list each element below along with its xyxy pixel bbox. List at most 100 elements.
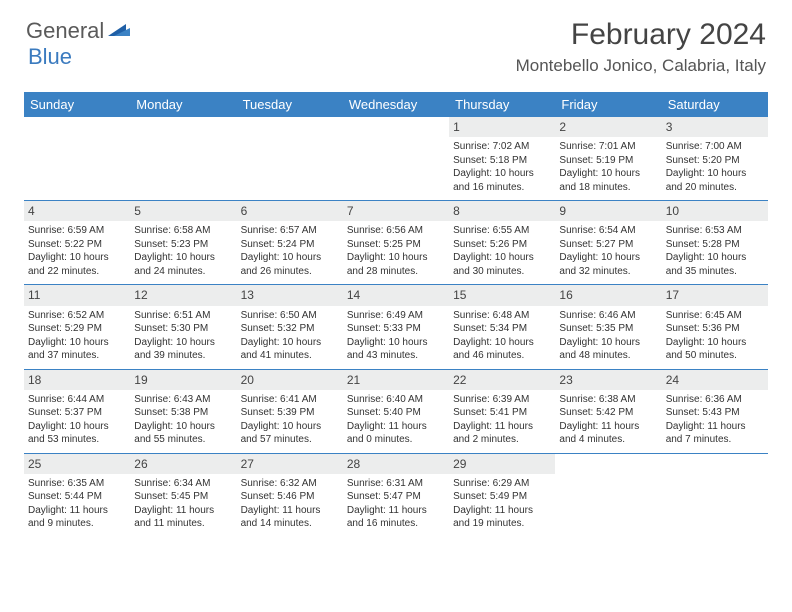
daylight-text: and 7 minutes. xyxy=(666,433,764,447)
calendar-cell-day-9: 9Sunrise: 6:54 AMSunset: 5:27 PMDaylight… xyxy=(555,201,661,284)
daylight-text: and 53 minutes. xyxy=(28,433,126,447)
sunrise-text: Sunrise: 7:00 AM xyxy=(666,140,764,154)
sunrise-text: Sunrise: 6:59 AM xyxy=(28,224,126,238)
daylight-text: and 57 minutes. xyxy=(241,433,339,447)
sunset-text: Sunset: 5:30 PM xyxy=(134,322,232,336)
calendar-cell-day-18: 18Sunrise: 6:44 AMSunset: 5:37 PMDayligh… xyxy=(24,370,130,453)
daylight-text: Daylight: 11 hours xyxy=(134,504,232,518)
sunset-text: Sunset: 5:19 PM xyxy=(559,154,657,168)
calendar-cell-day-28: 28Sunrise: 6:31 AMSunset: 5:47 PMDayligh… xyxy=(343,454,449,537)
calendar-cell-day-8: 8Sunrise: 6:55 AMSunset: 5:26 PMDaylight… xyxy=(449,201,555,284)
daylight-text: Daylight: 10 hours xyxy=(559,167,657,181)
sunset-text: Sunset: 5:35 PM xyxy=(559,322,657,336)
calendar: SundayMondayTuesdayWednesdayThursdayFrid… xyxy=(24,92,768,537)
daylight-text: and 2 minutes. xyxy=(453,433,551,447)
calendar-cell-day-21: 21Sunrise: 6:40 AMSunset: 5:40 PMDayligh… xyxy=(343,370,449,453)
sunset-text: Sunset: 5:41 PM xyxy=(453,406,551,420)
sunrise-text: Sunrise: 6:35 AM xyxy=(28,477,126,491)
calendar-cell-day-13: 13Sunrise: 6:50 AMSunset: 5:32 PMDayligh… xyxy=(237,285,343,368)
calendar-cell-day-4: 4Sunrise: 6:59 AMSunset: 5:22 PMDaylight… xyxy=(24,201,130,284)
daylight-text: Daylight: 11 hours xyxy=(28,504,126,518)
daylight-text: Daylight: 10 hours xyxy=(241,251,339,265)
calendar-row: 11Sunrise: 6:52 AMSunset: 5:29 PMDayligh… xyxy=(24,284,768,368)
daylight-text: and 22 minutes. xyxy=(28,265,126,279)
daylight-text: and 55 minutes. xyxy=(134,433,232,447)
daylight-text: Daylight: 10 hours xyxy=(28,336,126,350)
daylight-text: Daylight: 11 hours xyxy=(347,504,445,518)
daylight-text: Daylight: 10 hours xyxy=(666,167,764,181)
calendar-row: 25Sunrise: 6:35 AMSunset: 5:44 PMDayligh… xyxy=(24,453,768,537)
daylight-text: and 46 minutes. xyxy=(453,349,551,363)
daylight-text: Daylight: 10 hours xyxy=(453,251,551,265)
daylight-text: and 18 minutes. xyxy=(559,181,657,195)
sunrise-text: Sunrise: 6:48 AM xyxy=(453,309,551,323)
sunset-text: Sunset: 5:42 PM xyxy=(559,406,657,420)
calendar-cell-day-26: 26Sunrise: 6:34 AMSunset: 5:45 PMDayligh… xyxy=(130,454,236,537)
daylight-text: Daylight: 10 hours xyxy=(559,251,657,265)
calendar-cell-day-27: 27Sunrise: 6:32 AMSunset: 5:46 PMDayligh… xyxy=(237,454,343,537)
day-number: 21 xyxy=(343,370,449,390)
day-number: 16 xyxy=(555,285,661,305)
daylight-text: Daylight: 10 hours xyxy=(134,251,232,265)
weekday-header-sunday: Sunday xyxy=(24,92,130,117)
day-number: 2 xyxy=(555,117,661,137)
calendar-row: 18Sunrise: 6:44 AMSunset: 5:37 PMDayligh… xyxy=(24,369,768,453)
sunrise-text: Sunrise: 7:02 AM xyxy=(453,140,551,154)
daylight-text: Daylight: 11 hours xyxy=(241,504,339,518)
logo-triangle-icon xyxy=(108,22,130,38)
daylight-text: and 30 minutes. xyxy=(453,265,551,279)
page-header: General February 2024 Montebello Jonico,… xyxy=(0,0,792,84)
daylight-text: and 16 minutes. xyxy=(347,517,445,531)
sunset-text: Sunset: 5:32 PM xyxy=(241,322,339,336)
daylight-text: Daylight: 10 hours xyxy=(453,167,551,181)
day-number: 24 xyxy=(662,370,768,390)
calendar-cell-empty: . xyxy=(130,117,236,200)
sunrise-text: Sunrise: 6:56 AM xyxy=(347,224,445,238)
sunset-text: Sunset: 5:37 PM xyxy=(28,406,126,420)
calendar-cell-day-2: 2 Sunrise: 7:01 AMSunset: 5:19 PMDaylight… xyxy=(555,117,661,200)
daylight-text: Daylight: 10 hours xyxy=(28,420,126,434)
day-number: 6 xyxy=(237,201,343,221)
daylight-text: and 14 minutes. xyxy=(241,517,339,531)
day-number: 8 xyxy=(449,201,555,221)
sunrise-text: Sunrise: 6:41 AM xyxy=(241,393,339,407)
weeks-container: ....1Sunrise: 7:02 AMSunset: 5:18 PMDayl… xyxy=(24,117,768,537)
daylight-text: Daylight: 11 hours xyxy=(347,420,445,434)
day-number: 1 xyxy=(449,117,555,137)
location-subtitle: Montebello Jonico, Calabria, Italy xyxy=(516,56,766,76)
daylight-text: and 0 minutes. xyxy=(347,433,445,447)
sunset-text: Sunset: 5:40 PM xyxy=(347,406,445,420)
calendar-cell-empty: . xyxy=(237,117,343,200)
calendar-cell-empty: . xyxy=(343,117,449,200)
title-block: February 2024 Montebello Jonico, Calabri… xyxy=(516,18,766,76)
weekday-header-thursday: Thursday xyxy=(449,92,555,117)
daylight-text: Daylight: 10 hours xyxy=(134,336,232,350)
day-number: 3 xyxy=(662,117,768,137)
calendar-cell-day-16: 16Sunrise: 6:46 AMSunset: 5:35 PMDayligh… xyxy=(555,285,661,368)
day-number: 28 xyxy=(343,454,449,474)
sunset-text: Sunset: 5:45 PM xyxy=(134,490,232,504)
sunrise-text: Sunrise: 6:44 AM xyxy=(28,393,126,407)
day-number: 4 xyxy=(24,201,130,221)
calendar-row: ....1Sunrise: 7:02 AMSunset: 5:18 PMDayl… xyxy=(24,117,768,200)
daylight-text: and 26 minutes. xyxy=(241,265,339,279)
sunset-text: Sunset: 5:46 PM xyxy=(241,490,339,504)
daylight-text: Daylight: 11 hours xyxy=(453,504,551,518)
daylight-text: and 4 minutes. xyxy=(559,433,657,447)
day-number: 15 xyxy=(449,285,555,305)
daylight-text: and 39 minutes. xyxy=(134,349,232,363)
logo-text-2: Blue xyxy=(28,44,72,70)
logo: General xyxy=(26,18,130,44)
calendar-cell-day-23: 23Sunrise: 6:38 AMSunset: 5:42 PMDayligh… xyxy=(555,370,661,453)
calendar-cell-day-20: 20Sunrise: 6:41 AMSunset: 5:39 PMDayligh… xyxy=(237,370,343,453)
sunrise-text: Sunrise: 7:01 AM xyxy=(559,140,657,154)
daylight-text: and 50 minutes. xyxy=(666,349,764,363)
daylight-text: and 37 minutes. xyxy=(28,349,126,363)
sunset-text: Sunset: 5:38 PM xyxy=(134,406,232,420)
day-number: 23 xyxy=(555,370,661,390)
sunset-text: Sunset: 5:33 PM xyxy=(347,322,445,336)
day-number: 27 xyxy=(237,454,343,474)
calendar-row: 4Sunrise: 6:59 AMSunset: 5:22 PMDaylight… xyxy=(24,200,768,284)
day-number: 11 xyxy=(24,285,130,305)
daylight-text: and 20 minutes. xyxy=(666,181,764,195)
